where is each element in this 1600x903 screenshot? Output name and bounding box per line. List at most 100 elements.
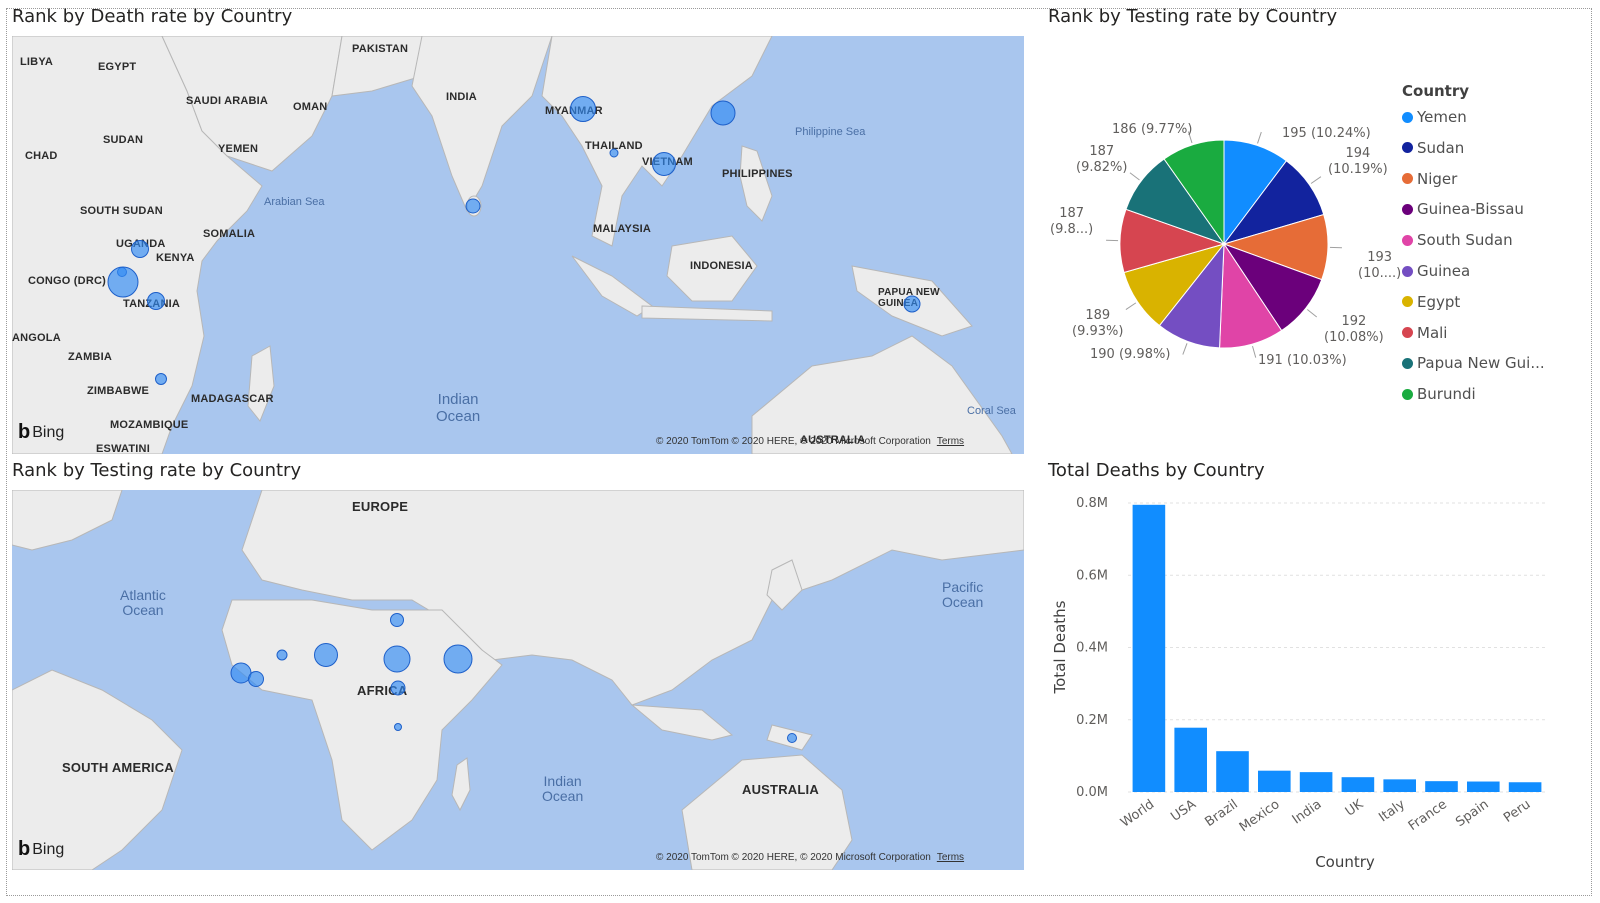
legend-item[interactable]: South Sudan <box>1402 231 1513 249</box>
map-label-thailand: THAILAND <box>585 140 643 152</box>
pie-chart[interactable] <box>1048 100 1398 400</box>
legend-item[interactable]: Sudan <box>1402 139 1464 157</box>
data-bubble[interactable] <box>314 643 338 667</box>
data-bubble[interactable] <box>570 96 596 122</box>
legend-dot-icon <box>1402 357 1413 369</box>
water-label-arabian-sea: Arabian Sea <box>264 196 325 208</box>
data-bubble[interactable] <box>609 148 619 158</box>
data-bubble[interactable] <box>390 613 404 627</box>
bar-usa[interactable] <box>1174 727 1208 792</box>
data-bubble[interactable] <box>147 292 165 310</box>
x-tick-label: Peru <box>1501 797 1533 826</box>
data-bubble[interactable] <box>383 645 411 673</box>
x-tick-label: UK <box>1343 797 1367 820</box>
data-bubble[interactable] <box>443 644 473 674</box>
pie-slice-burundi[interactable] <box>1163 139 1225 246</box>
x-tick-label: Brazil <box>1202 797 1240 830</box>
legend-item[interactable]: Burundi <box>1402 385 1476 403</box>
bar-spain[interactable] <box>1466 781 1500 792</box>
bar-chart[interactable]: 0.8M 0.6M 0.4M 0.2M 0.0M World USA BrazilMexico… <box>1040 490 1560 880</box>
map-label-mozambique: MOZAMBIQUE <box>110 419 189 431</box>
x-tick-label: Spain <box>1453 797 1491 830</box>
bar-title: Total Deaths by Country <box>1048 460 1265 481</box>
water-label-indian-ocean: Indian Ocean <box>436 391 481 425</box>
legend-item[interactable]: Guinea <box>1402 262 1470 280</box>
legend-dot-icon <box>1402 234 1413 246</box>
map-label-zimbabwe: ZIMBABWE <box>87 385 150 397</box>
pie-leader-line <box>1187 131 1193 144</box>
data-bubble[interactable] <box>248 671 264 687</box>
legend-dot-icon <box>1402 327 1413 339</box>
map-copyright: © 2020 TomTom © 2020 HERE, © 2020 Micros… <box>656 852 965 863</box>
legend-label: Guinea <box>1417 262 1471 280</box>
map-copyright: © 2020 TomTom © 2020 HERE, © 2020 Micros… <box>656 436 965 447</box>
legend-item[interactable]: Mali <box>1402 324 1447 342</box>
x-tick-label: France <box>1406 797 1450 834</box>
legend-title: Country <box>1402 82 1470 100</box>
legend-dot-icon <box>1402 388 1413 400</box>
bar-world[interactable] <box>1132 504 1166 792</box>
data-bubble[interactable] <box>390 680 406 696</box>
data-bubble[interactable] <box>903 295 921 313</box>
map-bottom[interactable]: EUROPE AFRICA SOUTH AMERICA AUSTRALIA At… <box>12 490 1024 870</box>
data-bubble[interactable] <box>394 723 402 731</box>
y-tick-label: 0.0M <box>1076 785 1108 800</box>
pie-leader-line <box>1257 131 1262 144</box>
legend-item[interactable]: Yemen <box>1402 108 1467 126</box>
bar-india[interactable] <box>1299 772 1333 792</box>
data-bubble[interactable] <box>155 373 167 385</box>
map-label-somalia: SOMALIA <box>203 228 256 240</box>
map-label-australia: AUSTRALIA <box>800 434 866 446</box>
legend-label: South Sudan <box>1417 231 1513 250</box>
pie-slice-label: 187 (9.82%) <box>1076 144 1128 176</box>
terms-link[interactable]: Terms <box>936 852 965 863</box>
water-label-pacific-ocean: Pacific Ocean <box>942 579 984 611</box>
legend-label: Guinea-Bissau <box>1417 200 1524 219</box>
map-label-indonesia: INDONESIA <box>690 260 753 272</box>
x-tick-label: USA <box>1168 797 1199 825</box>
data-bubble[interactable] <box>787 733 797 743</box>
legend-label: Niger <box>1417 169 1458 188</box>
legend-label: Yemen <box>1417 108 1467 126</box>
data-bubble[interactable] <box>276 649 288 661</box>
bing-b-icon: b <box>18 421 31 443</box>
water-label-philippine-sea: Philippine Sea <box>795 126 866 138</box>
y-axis-title: Total Deaths <box>1051 600 1069 694</box>
legend-item[interactable]: Papua New Gui... <box>1402 354 1545 372</box>
map-label-papua-new-guinea: PAPUA NEW GUINEA <box>878 287 940 309</box>
terms-link[interactable]: Terms <box>936 436 965 447</box>
pie-slice-label: 187 (9.8...) <box>1050 206 1094 238</box>
pie-leader-line <box>1252 345 1257 358</box>
map-top[interactable]: LIBYA EGYPT PAKISTAN SAUDI ARABIA OMAN I… <box>12 36 1024 454</box>
bar-uk[interactable] <box>1341 777 1375 792</box>
data-bubble[interactable] <box>710 100 736 126</box>
bar-italy[interactable] <box>1383 779 1417 792</box>
data-bubble[interactable] <box>652 152 676 176</box>
map-label-india: INDIA <box>446 91 477 103</box>
pie-slice-label: 189 (9.93%) <box>1072 308 1124 340</box>
legend-dot-icon <box>1402 296 1413 308</box>
bar-brazil[interactable] <box>1216 751 1249 792</box>
pie-leader-line <box>1310 176 1322 184</box>
data-bubble[interactable] <box>465 198 481 214</box>
legend-label: Mali <box>1417 323 1448 342</box>
bing-logo: b Bing <box>18 838 65 860</box>
data-bubble[interactable] <box>131 240 149 258</box>
map-top-land <box>12 36 1013 454</box>
y-tick-label: 0.2M <box>1076 713 1108 728</box>
x-tick-label: World <box>1118 797 1157 831</box>
bar-peru[interactable] <box>1508 782 1542 792</box>
map-bottom-land <box>12 490 1024 870</box>
legend-item[interactable]: Guinea-Bissau <box>1402 200 1524 218</box>
map-label-kenya: KENYA <box>156 252 195 264</box>
data-bubble[interactable] <box>107 266 139 298</box>
map-label-south-america: SOUTH AMERICA <box>62 760 174 775</box>
bar-mexico[interactable] <box>1257 770 1291 792</box>
legend-item[interactable]: Egypt <box>1402 293 1460 311</box>
map-bottom-title: Rank by Testing rate by Country <box>12 460 302 481</box>
legend-item[interactable]: Niger <box>1402 170 1457 188</box>
bar-france[interactable] <box>1425 781 1458 792</box>
map-label-zambia: ZAMBIA <box>68 351 112 363</box>
pie-leader-line <box>1182 343 1188 355</box>
legend-label: Sudan <box>1417 138 1465 157</box>
